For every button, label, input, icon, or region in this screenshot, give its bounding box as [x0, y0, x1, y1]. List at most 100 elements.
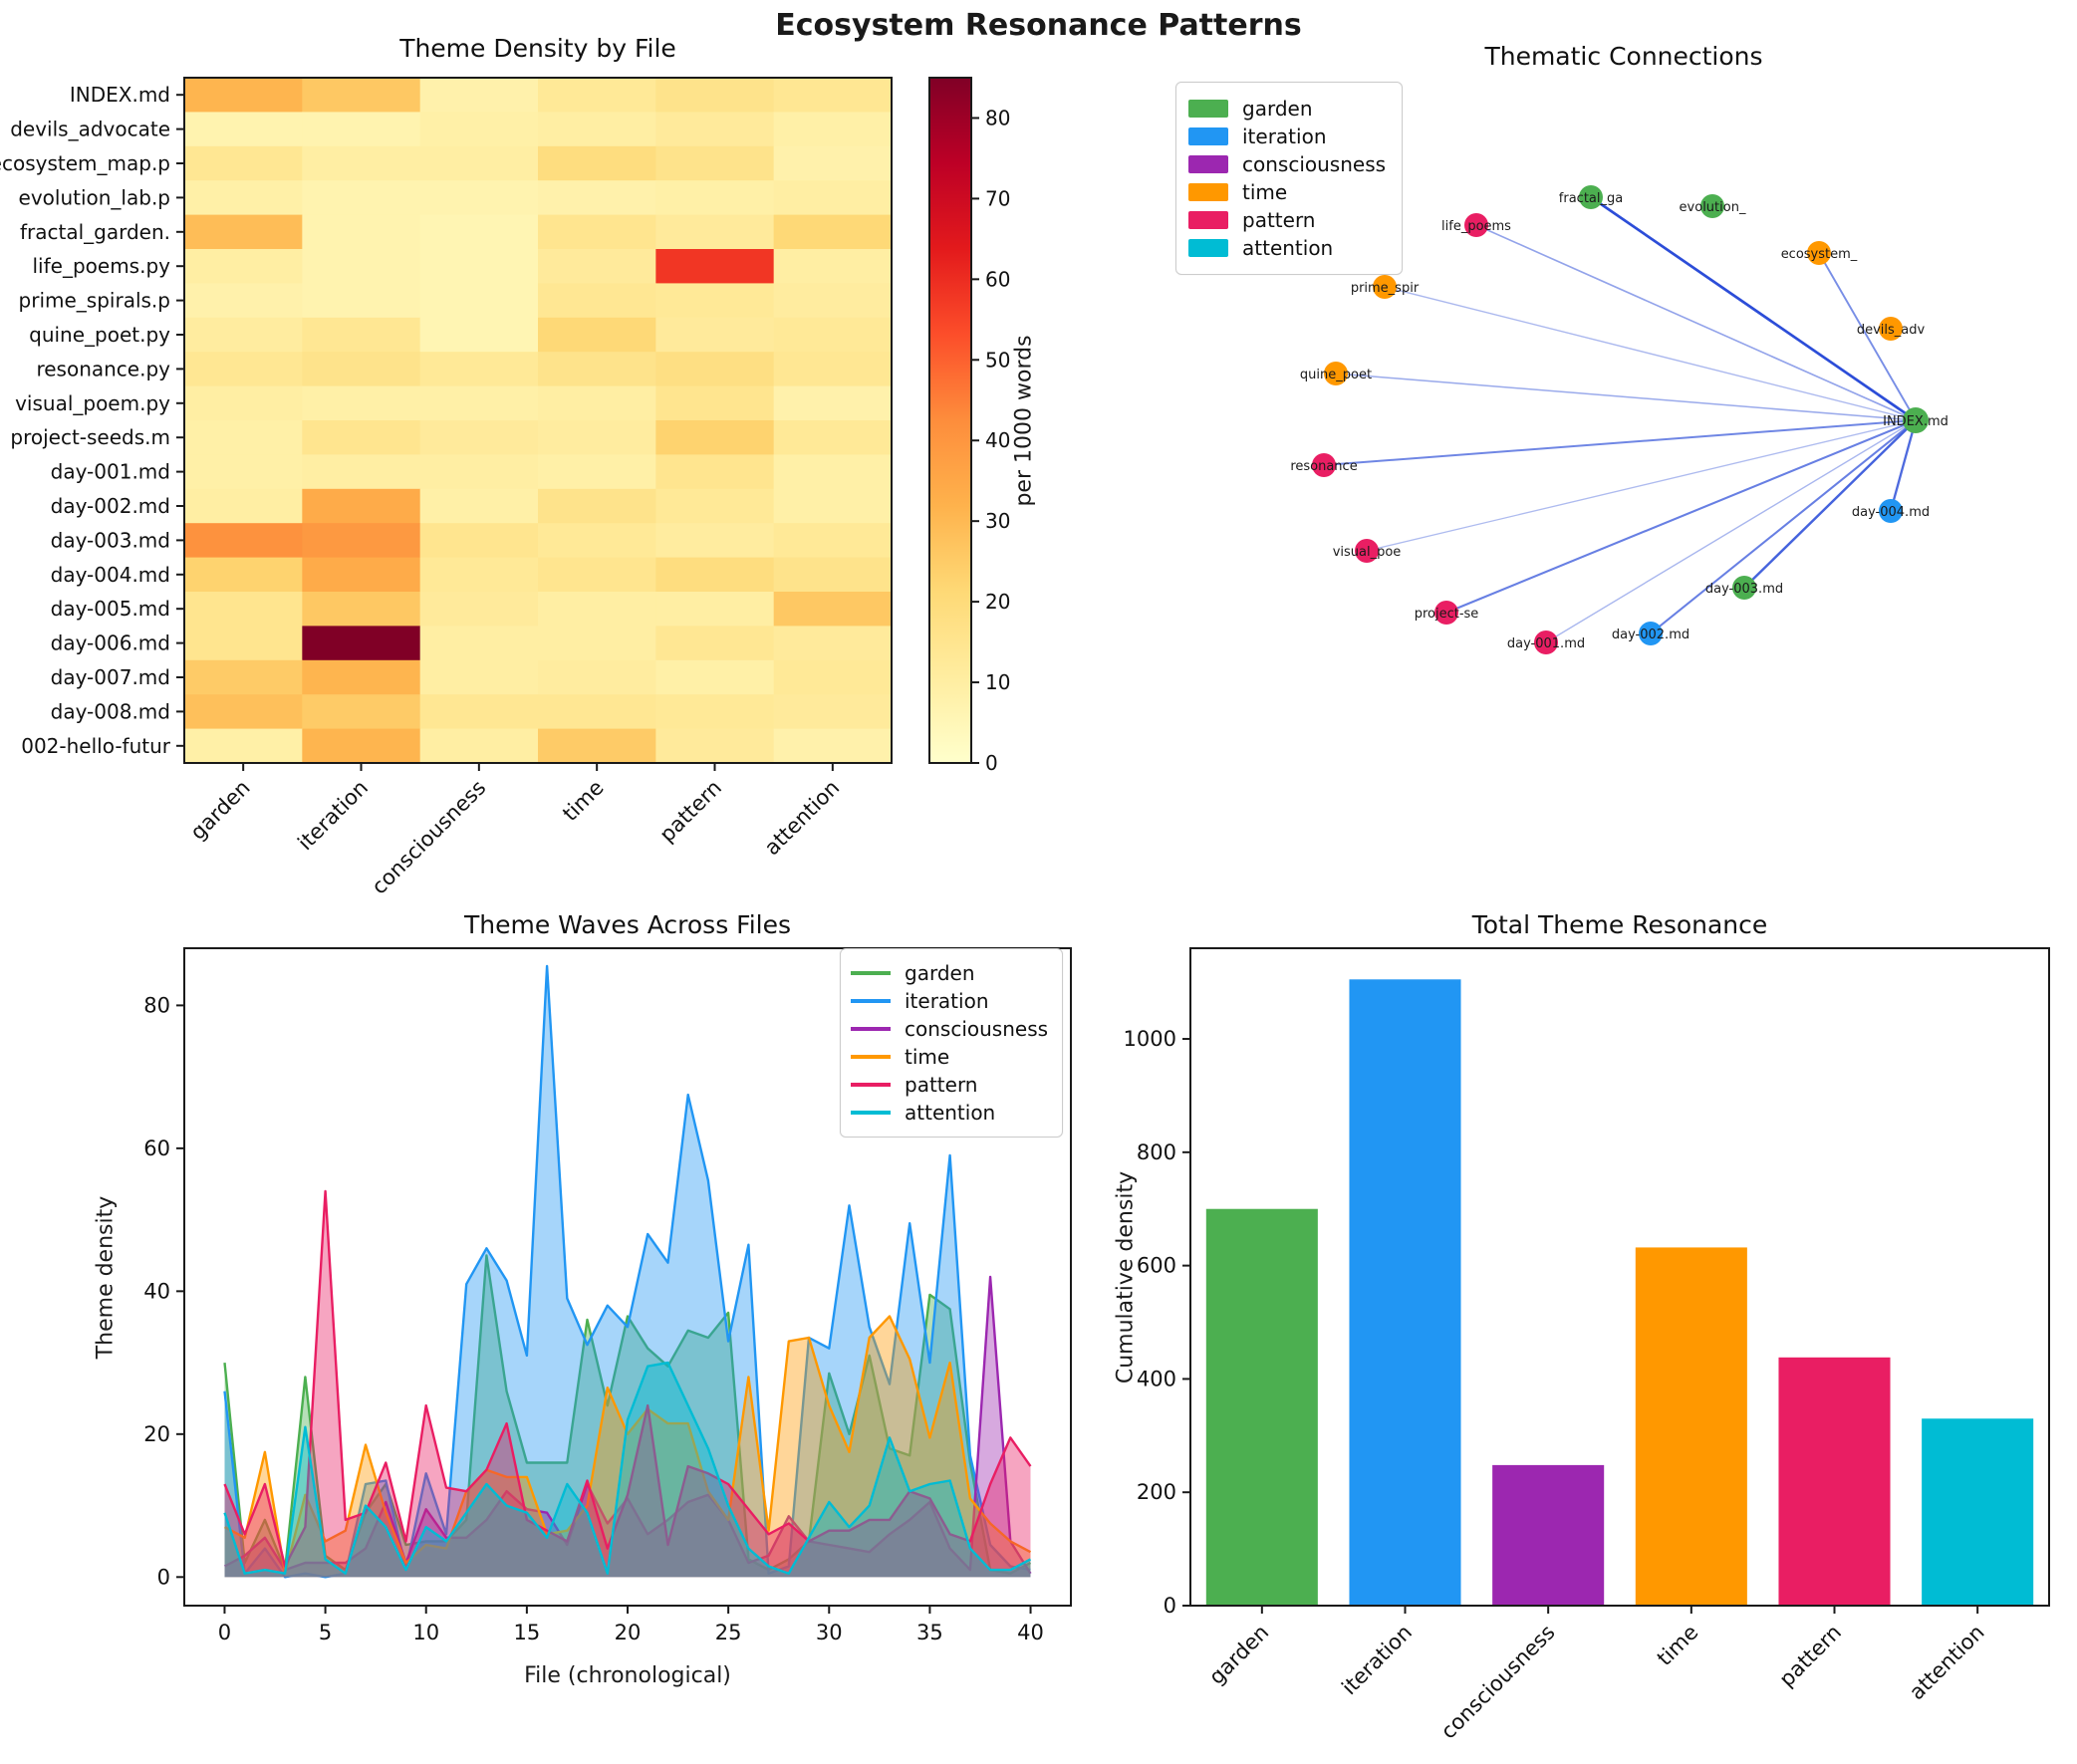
- legend-label: consciousness: [1242, 152, 1387, 176]
- heatmap-row-label: day-005.md: [51, 597, 170, 621]
- heatmap-cell: [184, 180, 303, 216]
- heatmap-row-label: INDEX.md: [70, 83, 170, 107]
- heatmap-cell: [419, 145, 539, 181]
- network-legend-item: pattern: [1188, 208, 1386, 232]
- waves-y-tick-label: 80: [143, 993, 170, 1017]
- colorbar-tick-label: 0: [985, 751, 998, 775]
- heatmap-cell: [419, 283, 539, 319]
- waves-x-tick-label: 35: [916, 1621, 943, 1644]
- network-edge: [1743, 419, 1917, 589]
- bars-frame: [1189, 947, 2050, 1607]
- heatmap-cell: [419, 694, 539, 730]
- waves-legend-item: consciousness: [851, 1017, 1048, 1041]
- heatmap-cell: [184, 78, 303, 113]
- heatmap-cell: [538, 214, 656, 250]
- network-legend-item: attention: [1188, 236, 1386, 260]
- heatmap-cell: [773, 659, 893, 695]
- heatmap-cell: [773, 145, 893, 181]
- waves-plot: 0 5 10 15 20 25 30 35 40 0 20 40 60 80: [143, 947, 1072, 1644]
- heatmap-row-label: day-002.md: [51, 494, 170, 518]
- bars-y-tick-label: 800: [1137, 1140, 1176, 1164]
- garden-line-swatch: [851, 971, 891, 975]
- waves-y-tick-label: 60: [143, 1136, 170, 1160]
- heatmap-row-label: day-004.md: [51, 563, 170, 587]
- heatmap-col-label: pattern: [654, 776, 726, 848]
- bars-title: Total Theme Resonance: [1471, 910, 1768, 939]
- pattern-area: [224, 1190, 1031, 1578]
- network-legend: garden iteration consciousness time pattern a…: [1175, 82, 1404, 275]
- heatmap-cell: [655, 78, 775, 113]
- time-swatch: [1188, 183, 1228, 201]
- heatmap-cell: [184, 592, 303, 627]
- garden-area: [224, 1255, 1031, 1578]
- network-node-label: project-se: [1415, 607, 1479, 622]
- heatmap-cell: [773, 728, 893, 764]
- heatmap-cell: [302, 249, 421, 284]
- heatmap-cell: [419, 626, 539, 661]
- network-node: [1312, 453, 1336, 477]
- waves-legend-item: garden: [851, 961, 1048, 985]
- attention-line: [223, 1361, 1032, 1575]
- heatmap-cell: [538, 523, 656, 559]
- heatmap-cell: [538, 488, 656, 524]
- legend-label: garden: [1242, 97, 1313, 121]
- heatmap-cell: [538, 659, 656, 695]
- bars-x-tick-label: attention: [1905, 1621, 1989, 1705]
- heatmap-row-label: day-006.md: [51, 631, 170, 655]
- legend-label: time: [1242, 180, 1288, 204]
- network-node: [1324, 362, 1348, 385]
- heatmap-cell: [773, 592, 893, 627]
- heatmap-cell: [538, 385, 656, 421]
- waves-y-tick-label: 40: [143, 1279, 170, 1303]
- network-node: [1434, 601, 1458, 625]
- heatmap-cell: [419, 488, 539, 524]
- consciousness-line-swatch: [851, 1027, 891, 1031]
- heatmap-row-label: day-003.md: [51, 528, 170, 552]
- heatmap-cell: [184, 420, 303, 455]
- network-node-label: fractal_ga: [1559, 191, 1623, 206]
- heatmap-cell: [302, 488, 421, 524]
- heatmap-cell: [655, 659, 775, 695]
- bars-panel: Total Theme Resonance Cumulative density…: [1076, 896, 2077, 1764]
- garden-bar: [1205, 1208, 1318, 1606]
- waves-x-tick-label: 0: [218, 1621, 231, 1644]
- network-node-label: devils_adv: [1857, 323, 1926, 338]
- heatmap-cell: [419, 352, 539, 387]
- heatmap-cell: [773, 626, 893, 661]
- garden-swatch: [1188, 100, 1228, 118]
- network-node-label: evolution_: [1680, 200, 1746, 215]
- heatmap-cell: [655, 523, 775, 559]
- iteration-line-swatch: [851, 999, 891, 1003]
- heatmap-cell: [773, 557, 893, 593]
- heatmap-cell: [655, 488, 775, 524]
- colorbar-tick-label: 40: [985, 428, 1010, 452]
- attention-area: [224, 1363, 1031, 1578]
- heatmap-cell: [538, 592, 656, 627]
- time-line-swatch: [851, 1055, 891, 1059]
- heatmap-cell: [302, 214, 421, 250]
- heatmap-cell: [302, 557, 421, 593]
- waves-x-tick-label: 20: [615, 1621, 642, 1644]
- heatmap-cell: [773, 78, 893, 113]
- network-edge: [1323, 419, 1917, 466]
- heatmap-cell: [538, 420, 656, 455]
- heatmap-cell: [419, 385, 539, 421]
- bars-x-tick-label: consciousness: [1436, 1621, 1560, 1744]
- heatmap-cell: [302, 352, 421, 387]
- heatmap-row-label: 002-hello-futur: [21, 734, 171, 758]
- heatmap-cell: [655, 145, 775, 181]
- bars-x-tick-label: pattern: [1774, 1621, 1846, 1692]
- network-legend-item: time: [1188, 180, 1386, 204]
- heatmap-cell: [419, 180, 539, 216]
- network-edge: [1366, 419, 1917, 552]
- heatmap-cell: [184, 352, 303, 387]
- iteration-swatch: [1188, 127, 1228, 145]
- heatmap-cell: [655, 249, 775, 284]
- heatmap-cell: [184, 557, 303, 593]
- heatmap-cell: [655, 214, 775, 250]
- network-node: [1373, 275, 1397, 299]
- heatmap-row-label: visual_poem.py: [15, 391, 170, 415]
- legend-label: garden: [905, 961, 975, 985]
- colorbar-tick-label: 80: [985, 106, 1010, 129]
- network-node: [1534, 630, 1558, 654]
